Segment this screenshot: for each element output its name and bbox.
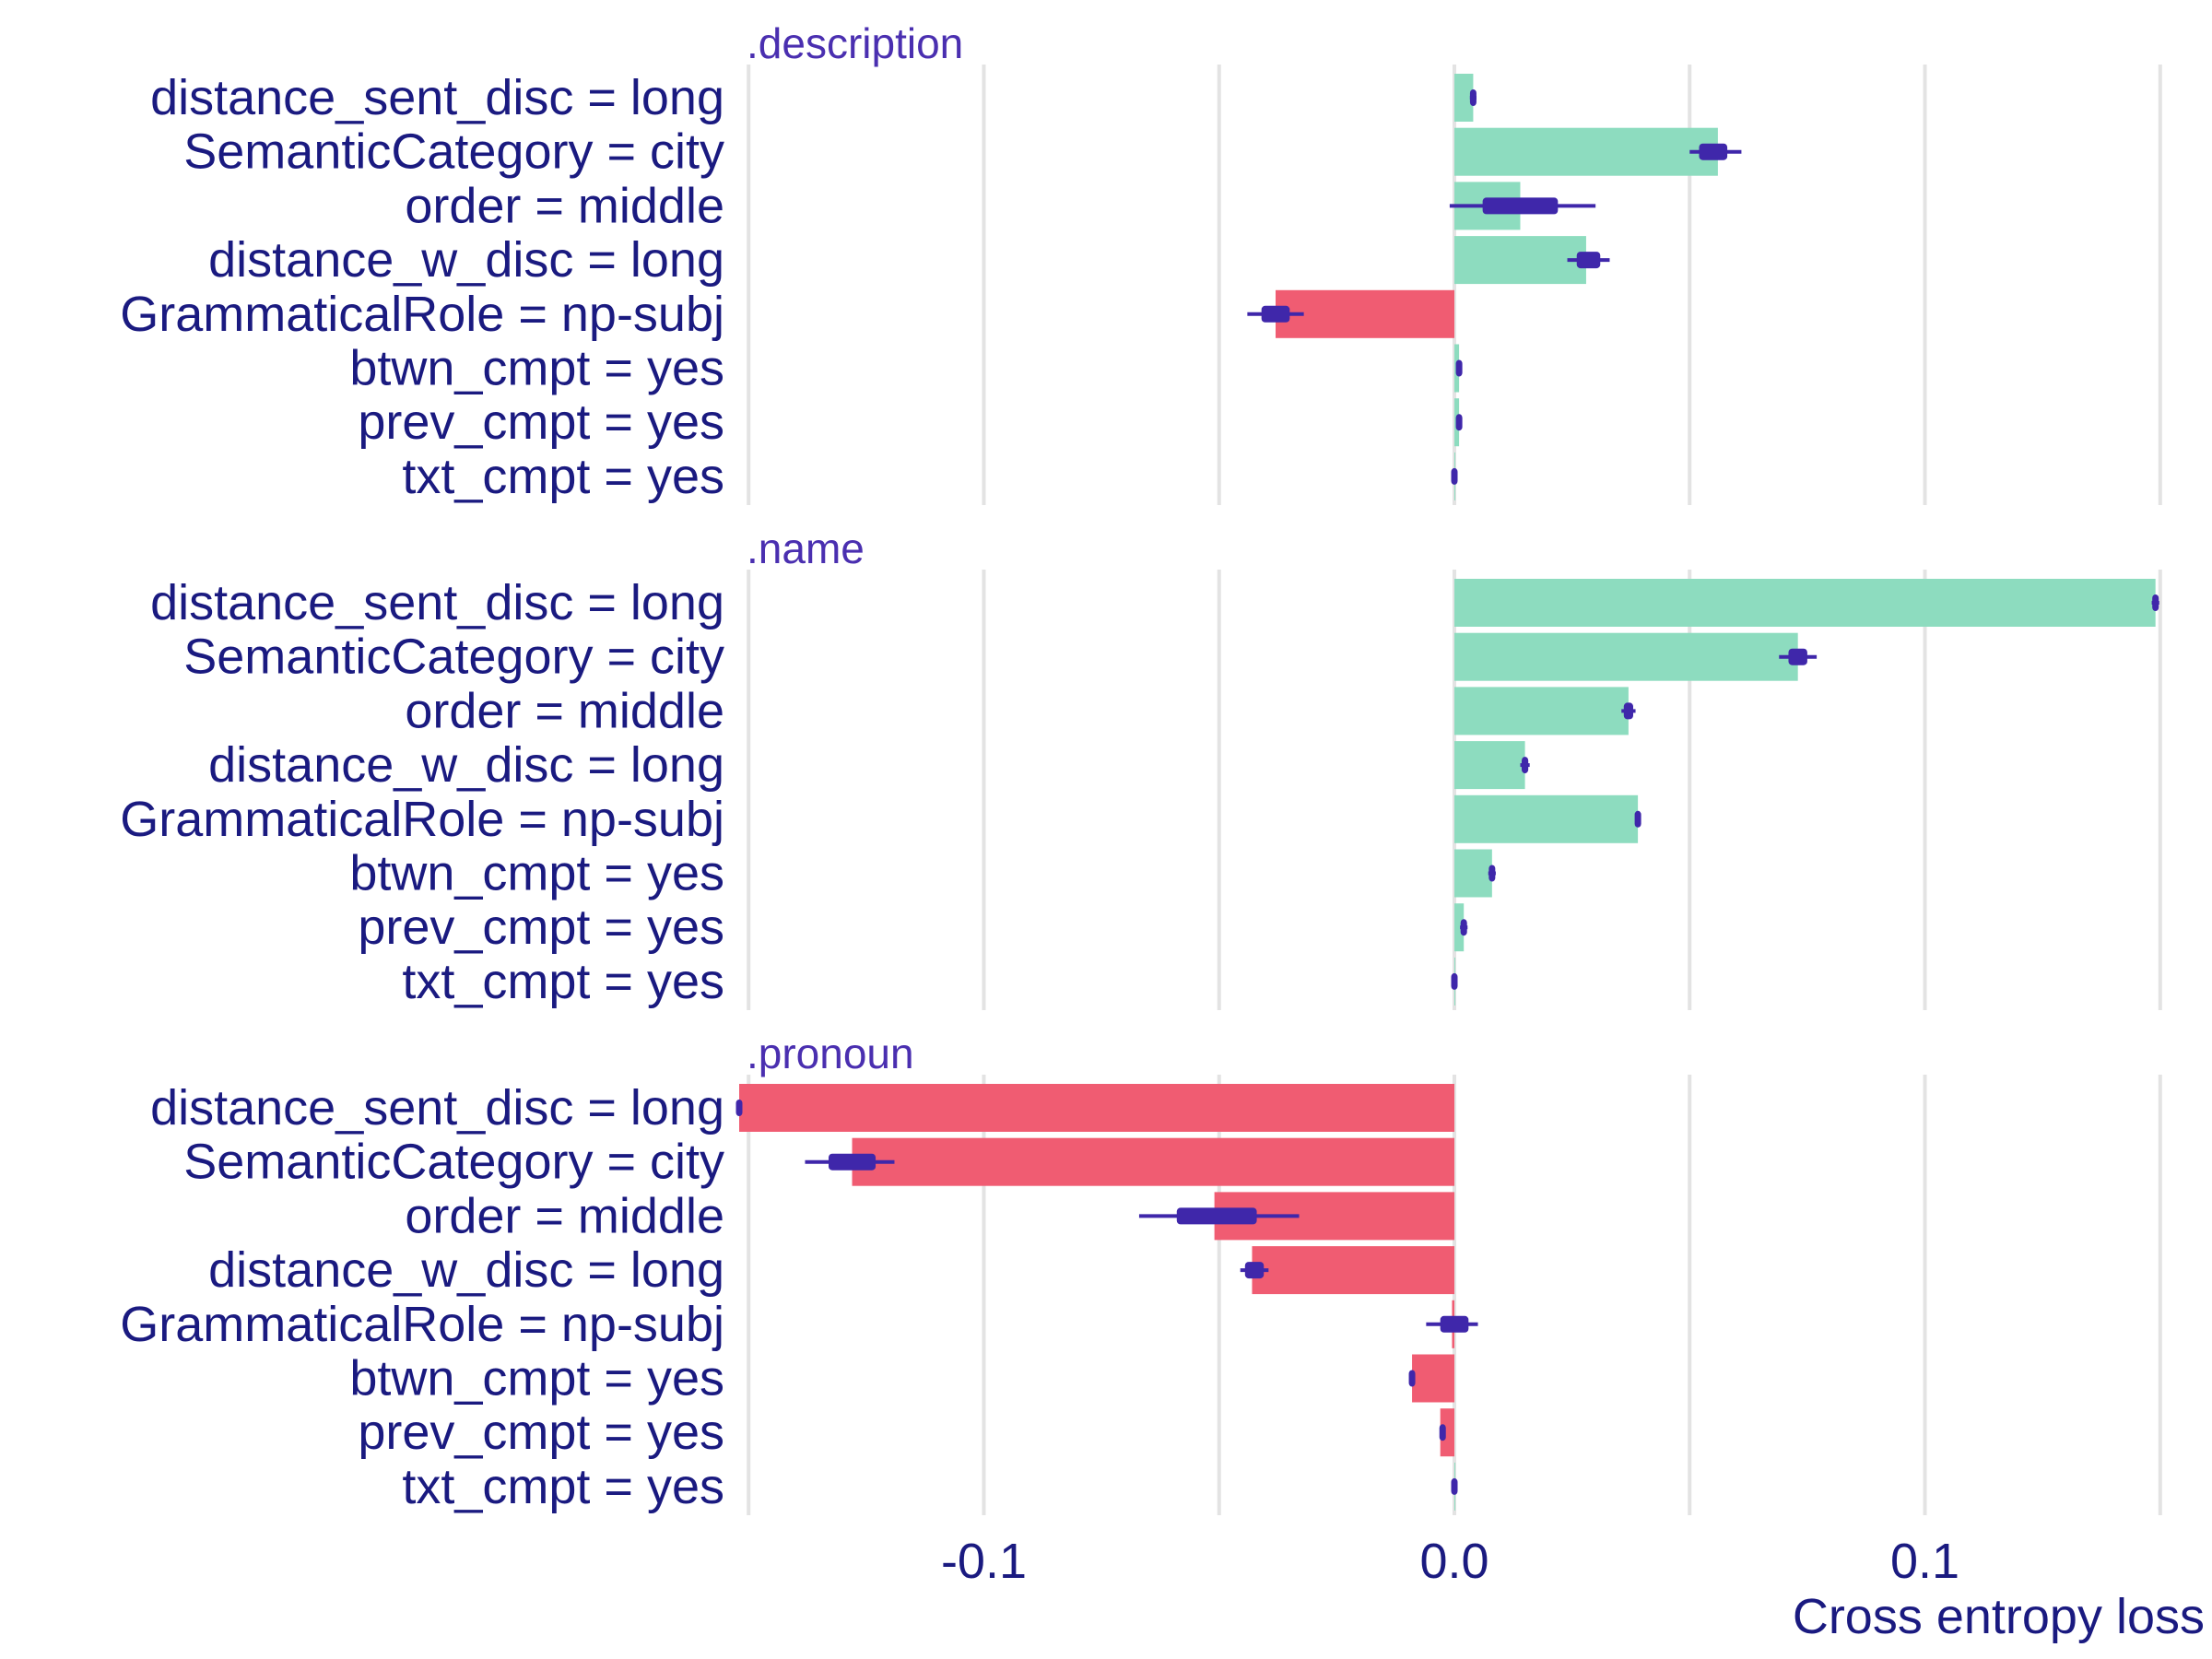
category-label: SemanticCategory = city xyxy=(183,629,724,685)
category-label: txt_cmpt = yes xyxy=(402,449,724,504)
interval-box xyxy=(1460,919,1467,936)
category-label: prev_cmpt = yes xyxy=(358,900,724,955)
facet-panel-name: .name distance_sent_disc = longSemanticCa… xyxy=(120,524,2162,1010)
category-label: prev_cmpt = yes xyxy=(358,1405,724,1460)
category-label: distance_sent_disc = long xyxy=(150,70,724,125)
x-axis: -0.1 0.0 0.1 xyxy=(941,1534,1959,1589)
interval-box xyxy=(1451,467,1458,485)
x-axis-title: Cross entropy loss xyxy=(1793,1589,2205,1644)
interval-box xyxy=(1261,305,1290,323)
interval-box xyxy=(1176,1207,1257,1225)
category-label: SemanticCategory = city xyxy=(183,124,724,180)
interval-box xyxy=(1469,89,1477,106)
interval-box xyxy=(1623,702,1633,720)
category-label: btwn_cmpt = yes xyxy=(349,1351,724,1406)
bar xyxy=(1252,1246,1454,1295)
interval-box xyxy=(1488,865,1496,882)
interval-box xyxy=(1408,1370,1416,1387)
x-tick-label: 0.1 xyxy=(1890,1534,1959,1589)
bar xyxy=(1454,794,1639,843)
interval-box xyxy=(1451,972,1458,990)
bar xyxy=(1454,741,1525,790)
facet-title: .description xyxy=(747,19,963,67)
interval-box xyxy=(1634,810,1641,828)
bar xyxy=(852,1137,1454,1186)
bar xyxy=(1454,579,2156,627)
x-tick-label: -0.1 xyxy=(941,1534,1027,1589)
interval-box xyxy=(1482,197,1559,215)
category-label: txt_cmpt = yes xyxy=(402,954,724,1009)
category-label: txt_cmpt = yes xyxy=(402,1459,724,1514)
bar xyxy=(1412,1354,1454,1403)
category-label: SemanticCategory = city xyxy=(183,1135,724,1190)
category-label: order = middle xyxy=(405,1188,724,1243)
category-label: GrammaticalRole = np-subj xyxy=(120,792,724,847)
interval-box xyxy=(735,1100,743,1116)
category-label: btwn_cmpt = yes xyxy=(349,846,724,901)
interval-box xyxy=(1788,648,1807,665)
interval-box xyxy=(2152,594,2159,611)
category-label: distance_w_disc = long xyxy=(208,1242,724,1298)
interval-box xyxy=(1455,414,1463,431)
bar xyxy=(1454,236,1586,285)
category-label: GrammaticalRole = np-subj xyxy=(120,1297,724,1352)
bar xyxy=(1276,289,1454,338)
facet-panel-description: .description distance_sent_disc = longSem… xyxy=(120,19,2162,505)
category-label: order = middle xyxy=(405,178,724,233)
category-label: GrammaticalRole = np-subj xyxy=(120,287,724,342)
category-label: distance_sent_disc = long xyxy=(150,575,724,630)
category-label: prev_cmpt = yes xyxy=(358,394,724,450)
category-label: distance_w_disc = long xyxy=(208,737,724,793)
interval-box xyxy=(1451,1477,1458,1495)
facet-panel-pronoun: .pronoun distance_sent_disc = longSemanti… xyxy=(120,1030,2162,1515)
interval-box xyxy=(829,1153,877,1171)
interval-box xyxy=(1244,1262,1265,1279)
interval-box xyxy=(1522,757,1529,774)
category-label: btwn_cmpt = yes xyxy=(349,341,724,396)
bar xyxy=(1454,903,1465,952)
interval-box xyxy=(1439,1424,1446,1441)
bar xyxy=(1454,687,1629,735)
bar xyxy=(1454,74,1474,122)
facet-title: .name xyxy=(747,524,865,572)
x-tick-label: 0.0 xyxy=(1419,1534,1488,1589)
bar xyxy=(1440,1408,1454,1457)
interval-box xyxy=(1576,252,1601,269)
interval-box xyxy=(1455,359,1463,377)
bar xyxy=(1454,127,1718,176)
bar xyxy=(1454,632,1798,681)
facet-title: .pronoun xyxy=(747,1030,914,1077)
bar xyxy=(1454,849,1492,898)
category-label: distance_w_disc = long xyxy=(208,232,724,288)
category-label: order = middle xyxy=(405,683,724,738)
bar xyxy=(739,1084,1454,1132)
interval-box xyxy=(1440,1315,1469,1333)
interval-box xyxy=(1699,143,1728,160)
category-label: distance_sent_disc = long xyxy=(150,1080,724,1135)
